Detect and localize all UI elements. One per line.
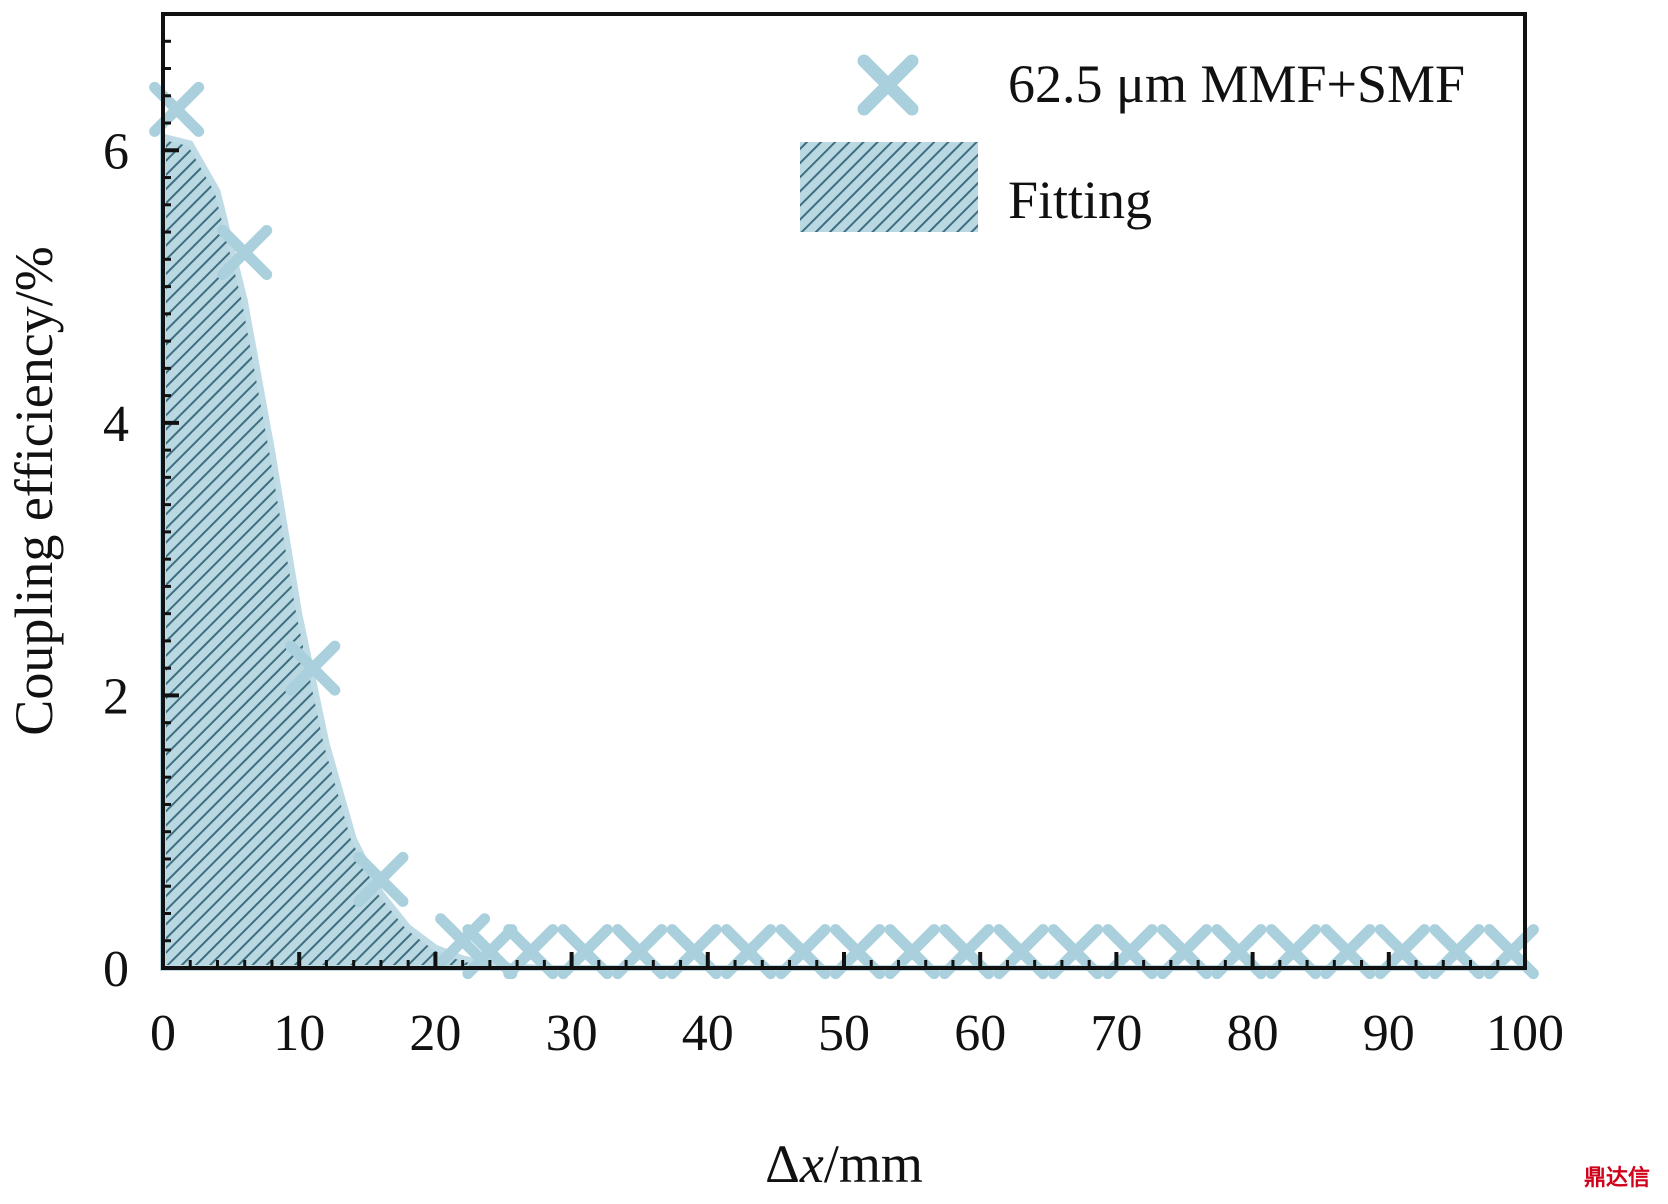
x-tick-label: 0 (150, 1005, 176, 1062)
x-tick-label: 90 (1363, 1005, 1415, 1062)
watermark-logo: 鼎达信 (1583, 1166, 1650, 1191)
tick-labels: 0 10 20 30 40 50 60 70 80 90 100 0 2 4 6 (103, 123, 1564, 1062)
x-axis-label: Δx/mm (765, 1134, 923, 1194)
x-axis-label-unit: /mm (824, 1134, 923, 1194)
x-tick-label: 30 (546, 1005, 598, 1062)
legend: 62.5 μm MMF+SMF Fitting (800, 54, 1465, 232)
scatter-point (285, 640, 341, 696)
x-axis-label-variable: x (799, 1134, 824, 1194)
x-tick-label: 80 (1227, 1005, 1279, 1062)
x-axis-label-symbol: Δ (765, 1134, 800, 1194)
legend-label-scatter: 62.5 μm MMF+SMF (1008, 54, 1465, 114)
x-tick-label: 70 (1090, 1005, 1142, 1062)
y-tick-label: 4 (103, 396, 129, 453)
scatter-point (217, 225, 273, 280)
legend-swatch-fitting (800, 142, 978, 232)
plot-frame (161, 12, 1527, 970)
x-tick-label: 40 (682, 1005, 734, 1062)
scatter-point (435, 913, 491, 969)
x-tick-label: 100 (1486, 1005, 1564, 1062)
x-tick-label: 10 (273, 1005, 325, 1062)
legend-label-fitting: Fitting (1008, 170, 1152, 230)
y-tick-label: 0 (103, 941, 129, 998)
x-tick-label: 50 (818, 1005, 870, 1062)
x-tick-label: 60 (954, 1005, 1006, 1062)
y-tick-label: 2 (103, 668, 129, 725)
scatter-point (353, 851, 409, 907)
y-axis-label: Coupling efficiency/% (4, 246, 64, 735)
legend-marker-scatter (857, 54, 919, 116)
fitting-area (160, 132, 1525, 971)
y-tick-label: 6 (103, 123, 129, 180)
x-tick-label: 20 (409, 1005, 461, 1062)
